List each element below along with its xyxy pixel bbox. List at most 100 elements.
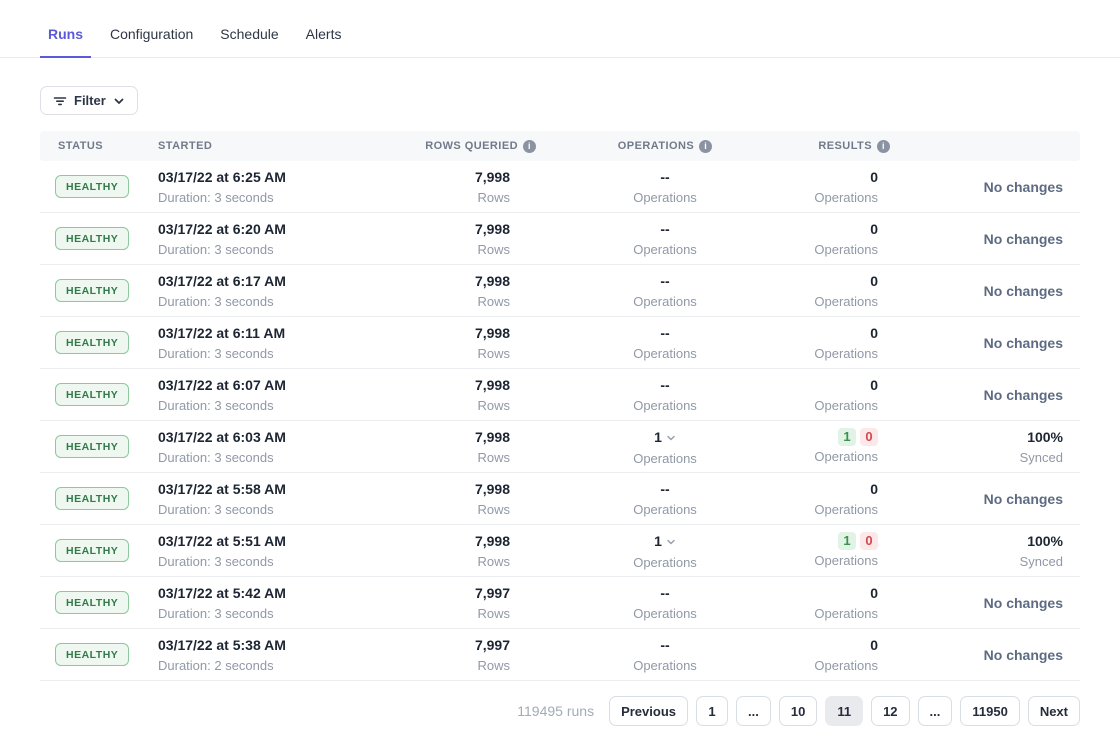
rows-queried-value: 7,998 [474,480,510,497]
rows-queried-cell: 7,998 Rows [410,213,540,264]
rows-queried-cell: 7,998 Rows [410,473,540,524]
status-cell: HEALTHY [40,473,158,524]
status-badge: HEALTHY [55,643,130,666]
run-started-time: 03/17/22 at 5:42 AM [158,584,286,601]
status-cell: HEALTHY [40,369,158,420]
table-row[interactable]: HEALTHY 03/17/22 at 6:20 AM Duration: 3 … [40,213,1080,265]
started-cell: 03/17/22 at 6:03 AM Duration: 3 seconds [158,421,410,472]
rows-queried-label: Rows [477,605,510,621]
results-label: Operations [814,501,878,517]
rows-queried-value: 7,998 [474,376,510,393]
results-success-count: 1 [838,427,856,446]
info-icon[interactable]: i [877,139,890,153]
operations-chevron-icon[interactable] [666,532,676,552]
results-cell: 0 Operations [790,213,890,264]
operations-cell: -- Operations [540,369,790,420]
run-outcome: 100% [1027,532,1063,549]
results-cell: 1 0 Operations [790,421,890,472]
run-started-time: 03/17/22 at 5:58 AM [158,480,286,497]
status-badge: HEALTHY [55,383,130,406]
pagination: 119495 runs Previous 1 ... 10 11 12 ... … [40,696,1080,726]
results-count: 0 [870,636,878,653]
rows-queried-label: Rows [477,189,510,205]
pagination-page-11-current[interactable]: 11 [825,696,864,726]
results-count: 0 [870,220,878,237]
run-started-time: 03/17/22 at 6:25 AM [158,168,286,185]
rows-queried-value: 7,997 [474,584,510,601]
status-badge: HEALTHY [55,487,130,510]
outcome-cell: No changes [890,317,1080,368]
table-row[interactable]: HEALTHY 03/17/22 at 6:25 AM Duration: 3 … [40,161,1080,213]
operations-label: Operations [633,189,697,205]
results-label: Operations [814,448,878,464]
operations-cell: 1 Operations [540,421,790,472]
pagination-page-12[interactable]: 12 [871,696,910,726]
started-cell: 03/17/22 at 5:51 AM Duration: 3 seconds [158,525,410,576]
rows-queried-cell: 7,998 Rows [410,161,540,212]
results-label: Operations [814,189,878,205]
tab-configuration[interactable]: Configuration [110,26,194,42]
column-header-started: STARTED [158,140,213,152]
filter-button[interactable]: Filter [40,86,138,115]
operations-cell: -- Operations [540,629,790,680]
table-row[interactable]: HEALTHY 03/17/22 at 5:38 AM Duration: 2 … [40,629,1080,681]
table-row[interactable]: HEALTHY 03/17/22 at 5:51 AM Duration: 3 … [40,525,1080,577]
outcome-cell: 100% Synced [890,525,1080,576]
status-cell: HEALTHY [40,629,158,680]
rows-queried-label: Rows [477,553,510,569]
run-duration: Duration: 3 seconds [158,605,274,621]
operations-label: Operations [633,397,697,413]
column-header-operations: OPERATIONS i [540,131,790,161]
table-row[interactable]: HEALTHY 03/17/22 at 5:42 AM Duration: 3 … [40,577,1080,629]
table-row[interactable]: HEALTHY 03/17/22 at 6:17 AM Duration: 3 … [40,265,1080,317]
results-failed-count: 0 [860,427,878,446]
status-cell: HEALTHY [40,317,158,368]
operations-cell: -- Operations [540,473,790,524]
rows-queried-cell: 7,997 Rows [410,577,540,628]
status-badge: HEALTHY [55,591,130,614]
pagination-page-11950[interactable]: 11950 [960,696,1020,726]
table-row[interactable]: HEALTHY 03/17/22 at 6:11 AM Duration: 3 … [40,317,1080,369]
run-outcome: No changes [983,334,1063,351]
rows-queried-label: Rows [477,241,510,257]
pagination-page-10[interactable]: 10 [778,696,818,726]
results-label: Operations [814,552,878,568]
column-header-rows-queried: ROWS QUERIED i [410,131,540,161]
rows-queried-label: Rows [477,345,510,361]
tab-bar: Runs Configuration Schedule Alerts [0,0,1120,58]
pagination-next-button[interactable]: Next [1027,696,1080,726]
run-outcome: No changes [983,230,1063,247]
results-label: Operations [814,241,878,257]
table-row[interactable]: HEALTHY 03/17/22 at 6:07 AM Duration: 3 … [40,369,1080,421]
results-label: Operations [814,657,878,673]
operations-label: Operations [633,450,697,466]
run-started-time: 03/17/22 at 6:20 AM [158,220,286,237]
pagination-previous-button[interactable]: Previous [609,696,688,726]
results-success-count: 1 [838,531,856,550]
results-count: 0 [870,376,878,393]
operations-label: Operations [633,554,697,570]
tab-runs[interactable]: Runs [40,24,91,58]
run-outcome: No changes [983,594,1063,611]
run-outcome: No changes [983,386,1063,403]
tab-schedule[interactable]: Schedule [220,26,279,42]
info-icon[interactable]: i [699,139,713,153]
pagination-ellipsis-left[interactable]: ... [736,696,771,726]
pagination-ellipsis-right[interactable]: ... [917,696,953,726]
info-icon[interactable]: i [523,139,536,153]
rows-queried-value: 7,998 [474,220,510,237]
pagination-page-1[interactable]: 1 [696,696,728,726]
operations-chevron-icon[interactable] [666,428,676,448]
tab-alerts[interactable]: Alerts [305,26,342,42]
operations-count: 1 [654,428,662,445]
table-row[interactable]: HEALTHY 03/17/22 at 5:58 AM Duration: 3 … [40,473,1080,525]
results-cell: 0 Operations [790,265,890,316]
results-count: 0 [870,480,878,497]
table-row[interactable]: HEALTHY 03/17/22 at 6:03 AM Duration: 3 … [40,421,1080,473]
operations-label: Operations [633,345,697,361]
rows-queried-value: 7,998 [474,428,510,445]
rows-queried-label: Rows [477,293,510,309]
results-count: 0 [870,272,878,289]
run-duration: Duration: 3 seconds [158,553,274,569]
operations-count: -- [660,636,670,653]
